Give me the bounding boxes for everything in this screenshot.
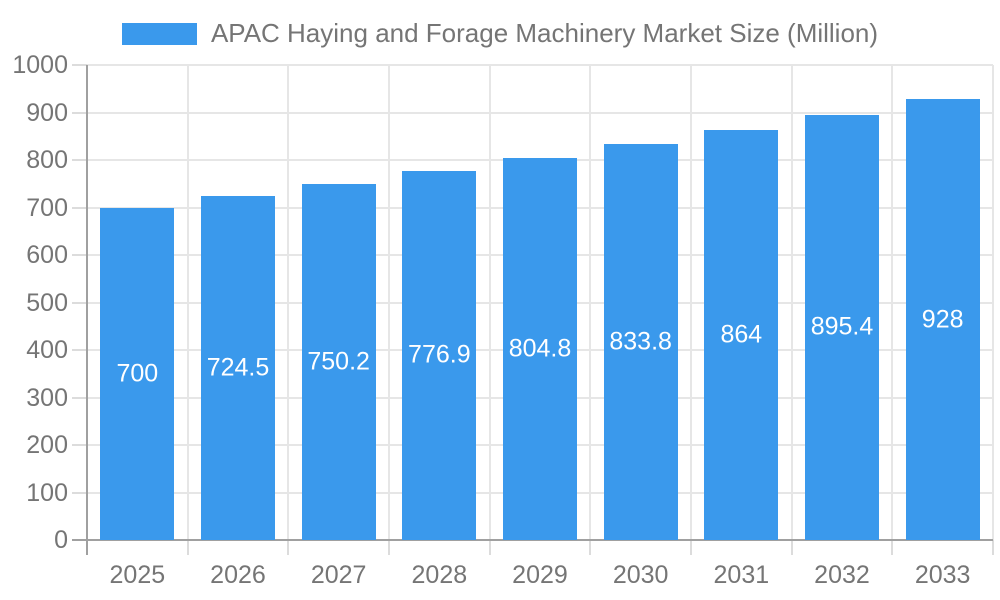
gridline-vertical [589,65,592,540]
bar-value-label: 750.2 [307,347,370,376]
legend-label: APAC Haying and Forage Machinery Market … [210,18,879,48]
bar: 700 [100,207,175,540]
gridline-vertical [690,65,692,540]
bar-value-label: 895.4 [810,312,874,341]
y-axis-tick [72,349,87,351]
bar: 776.9 [402,170,477,540]
y-axis-tick [72,491,87,494]
y-axis-tick-label: 400 [26,336,68,364]
bar-value-label: 700 [116,359,159,388]
legend-item[interactable]: APAC Haying and Forage Machinery Market … [121,18,879,49]
bar: 750.2 [301,183,376,540]
gridline-vertical [388,65,390,540]
x-axis-tick [891,540,894,555]
x-axis-tick [287,540,290,555]
x-axis-line [72,539,993,541]
legend-swatch [121,22,197,45]
x-axis-tick [488,540,491,555]
x-axis-tick-label: 2033 [914,561,971,589]
y-axis-line [86,65,88,555]
y-axis-tick-label: 500 [26,288,68,317]
y-axis-tick-label: 300 [26,383,68,412]
gridline-vertical [186,65,189,540]
bar-value-label: 804.8 [508,334,572,363]
bar-value-label: 776.9 [408,340,471,369]
x-axis-tick [589,540,592,555]
gridline-horizontal [87,111,993,114]
y-axis-tick-label: 800 [26,146,68,174]
bar-value-label: 724.5 [206,353,270,382]
bar: 804.8 [503,157,577,540]
y-axis-tick [72,111,87,114]
bar: 864 [704,129,779,540]
y-axis-tick [72,444,87,446]
x-axis-tick-label: 2031 [713,561,770,589]
y-axis-tick [72,396,87,399]
gridline-horizontal [87,64,993,66]
bar: 833.8 [603,143,678,540]
x-axis-tick-label: 2026 [210,561,266,589]
x-axis-tick [992,540,994,555]
x-axis-tick-label: 2030 [612,561,669,589]
x-axis-tick-label: 2025 [109,561,166,589]
x-axis-tick [790,540,793,555]
y-axis-tick [72,301,87,304]
x-axis-tick-label: 2032 [814,561,870,589]
bar-value-label: 928 [921,305,964,334]
y-axis-tick-label: 600 [26,241,68,269]
bar: 724.5 [201,195,275,540]
x-axis-tick [690,540,692,555]
bar: 928 [905,99,980,540]
y-axis-tick-label: 900 [26,98,68,127]
x-axis-tick-label: 2029 [512,561,568,589]
y-axis-tick-label: 700 [26,193,68,222]
gridline-vertical [891,65,894,540]
x-axis-tick [186,540,189,555]
y-axis-tick [72,254,87,256]
y-axis-tick-label: 0 [54,526,68,554]
gridline-vertical [790,65,793,540]
x-axis-tick-label: 2028 [411,561,468,589]
gridline-vertical [992,65,994,540]
y-axis-tick [72,159,87,161]
gridline-vertical [287,65,290,540]
bar-value-label: 833.8 [609,327,672,356]
x-axis-tick [388,540,390,555]
x-axis-tick-label: 2027 [310,561,367,589]
y-axis-tick-label: 100 [26,478,68,507]
gridline-vertical [488,65,491,540]
y-axis-tick-label: 200 [26,431,68,459]
bar: 895.4 [805,114,879,540]
y-axis-tick-label: 1000 [12,51,68,79]
bar-value-label: 864 [720,320,763,349]
y-axis-tick [72,64,87,66]
chart-legend: APAC Haying and Forage Machinery Market … [0,18,1000,49]
y-axis-tick [72,206,87,209]
